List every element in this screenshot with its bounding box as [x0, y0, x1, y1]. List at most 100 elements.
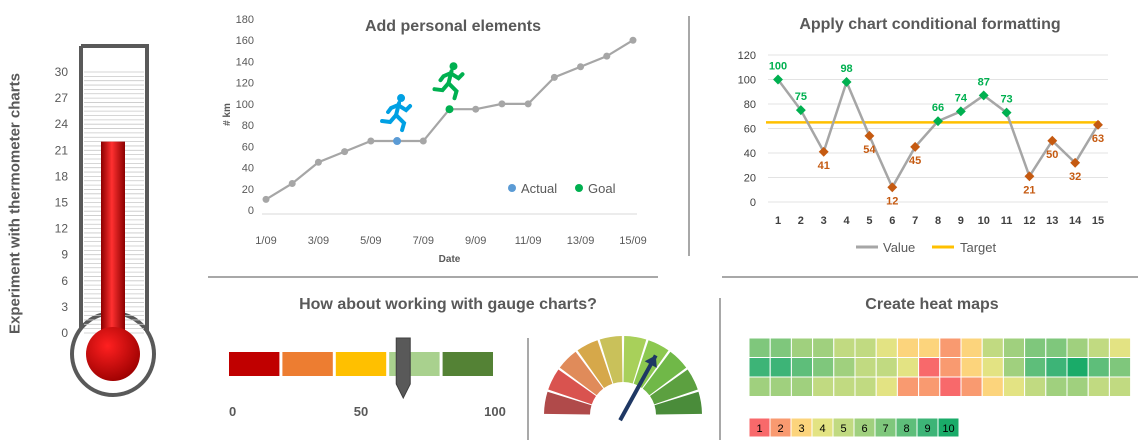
cond-y-tick-label: 40: [744, 148, 756, 160]
cond-value-marker: [933, 116, 943, 127]
heatmap-cell: [790, 376, 814, 397]
heatmap-cell: [854, 357, 877, 378]
cond-value-marker: [773, 74, 783, 85]
thermometer-tick-label: 15: [55, 196, 69, 210]
cond-value-marker: [1024, 171, 1035, 182]
cond-y-tick-label: 100: [738, 75, 756, 87]
dial-gauge-segment: [599, 336, 623, 384]
line-y-tick-label: 60: [242, 141, 254, 153]
cond-x-tick-label: 6: [889, 215, 895, 227]
heatmap-cell: [833, 337, 856, 358]
heatmap-cell: [748, 376, 771, 397]
line-series: [265, 39, 634, 201]
cond-value-marker: [864, 130, 875, 141]
cond-data-label: 100: [769, 61, 787, 73]
line-legend-label: Actual: [521, 181, 557, 196]
cond-y-tick-label: 0: [750, 197, 756, 209]
dial-gauge-segment: [559, 351, 604, 396]
cond-x-tick-label: 13: [1046, 215, 1058, 227]
line-x-axis-label: Date: [439, 254, 461, 265]
line-y-axis-label: # km: [222, 103, 233, 126]
line-x-tick-label: 13/09: [567, 235, 595, 247]
heatmap-cell: [981, 376, 1004, 397]
cond-value-marker: [1093, 119, 1103, 130]
heatmap-scale-label: 2: [777, 423, 783, 435]
cond-data-label: 32: [1069, 171, 1081, 183]
line-y-tick-label: 180: [236, 14, 254, 26]
heatmap-cell: [1024, 357, 1047, 378]
line-chart-plot: 0 20 40 60 80 100 120 140 160 180 # km 1/09 3/09 5/09…: [222, 14, 647, 265]
heatmap-cell: [981, 337, 1004, 358]
heatmap-cell: [812, 376, 835, 397]
line-point: [314, 158, 322, 166]
bar-gauge-segment: [229, 352, 280, 376]
line-point: [472, 105, 480, 113]
heatmap-cell: [1024, 376, 1047, 397]
cond-x-tick-label: 12: [1023, 215, 1035, 227]
line-x-tick-label: 15/09: [619, 235, 647, 247]
cond-data-label: 73: [1000, 94, 1012, 106]
heatmap-cell: [939, 337, 962, 358]
heatmap-panel: Create heat maps 1 2 3 4 5 6 7 8 9 10: [722, 280, 1140, 446]
line-point: [524, 100, 532, 108]
dial-gauge-segment: [577, 340, 613, 389]
conditional-chart-title: Apply chart conditional formatting: [799, 16, 1061, 33]
cond-value-marker: [1070, 157, 1081, 168]
bar-gauge-tick-label: 0: [229, 404, 236, 419]
line-point: [498, 100, 506, 108]
heatmap-cell: [918, 376, 941, 397]
heatmap-cell: [790, 357, 814, 378]
cond-value-marker: [818, 146, 829, 157]
heatmap-cell: [790, 337, 814, 358]
thermometer-tick-label: 3: [61, 300, 68, 314]
heatmap-scale-label: 10: [942, 423, 954, 435]
line-y-tick-label: 140: [236, 56, 254, 68]
heatmap-cell: [875, 357, 898, 378]
heatmap-cell: [812, 357, 835, 378]
heatmap-scale-label: 9: [924, 423, 930, 435]
heatmap-cell: [896, 376, 920, 397]
thermometer-tube-outline: [79, 44, 149, 336]
bar-gauge-segment: [335, 352, 387, 376]
cond-x-tick-label: 14: [1069, 215, 1082, 227]
line-chart-title: Add personal elements: [364, 18, 542, 35]
gauge-charts: 0 50 100: [229, 336, 702, 422]
cond-x-tick-label: 1: [775, 215, 781, 227]
cond-data-label: 54: [863, 144, 876, 156]
heatmap-cell: [1087, 337, 1110, 358]
heatmap-cell: [918, 357, 941, 378]
heatmap-cell: [918, 337, 941, 358]
cond-data-label: 41: [818, 160, 830, 172]
heatmap-cell: [1045, 337, 1068, 358]
dial-gauge-segment: [548, 369, 597, 405]
dial-gauge-segment: [642, 351, 687, 396]
dial-gauge-needle-head: [644, 355, 657, 368]
bar-gauge-segment: [282, 352, 333, 376]
bar-gauge-pointer: [395, 337, 411, 400]
heatmap-cell: [1024, 337, 1047, 358]
line-x-tick-label: 9/09: [465, 235, 486, 247]
cond-y-tick-label: 20: [744, 173, 756, 185]
runner-goal-icon: [432, 62, 465, 101]
dial-gauge-needle: [618, 354, 658, 422]
heatmap-cell: [1002, 337, 1026, 358]
heatmap-scale-label: 4: [819, 423, 825, 435]
cond-x-tick-label: 9: [958, 215, 964, 227]
heatmap-scale-label: 7: [882, 423, 888, 435]
dial-gauge-segment: [623, 336, 647, 384]
heatmap-cell: [1108, 376, 1132, 397]
heatmap-scale-label: 6: [861, 423, 867, 435]
thermometer-tick-label: 27: [55, 91, 69, 105]
thermometer-tick-label: 9: [61, 248, 68, 262]
line-legend-marker: [508, 184, 516, 192]
cond-data-label: 74: [955, 92, 968, 104]
cond-value-marker: [978, 90, 989, 101]
cond-data-label: 98: [840, 63, 852, 75]
heatmap-cell: [960, 357, 983, 378]
line-point: [550, 73, 558, 81]
heatmap-cell: [960, 337, 983, 358]
line-point: [577, 63, 585, 71]
heatmap-cell: [833, 357, 856, 378]
